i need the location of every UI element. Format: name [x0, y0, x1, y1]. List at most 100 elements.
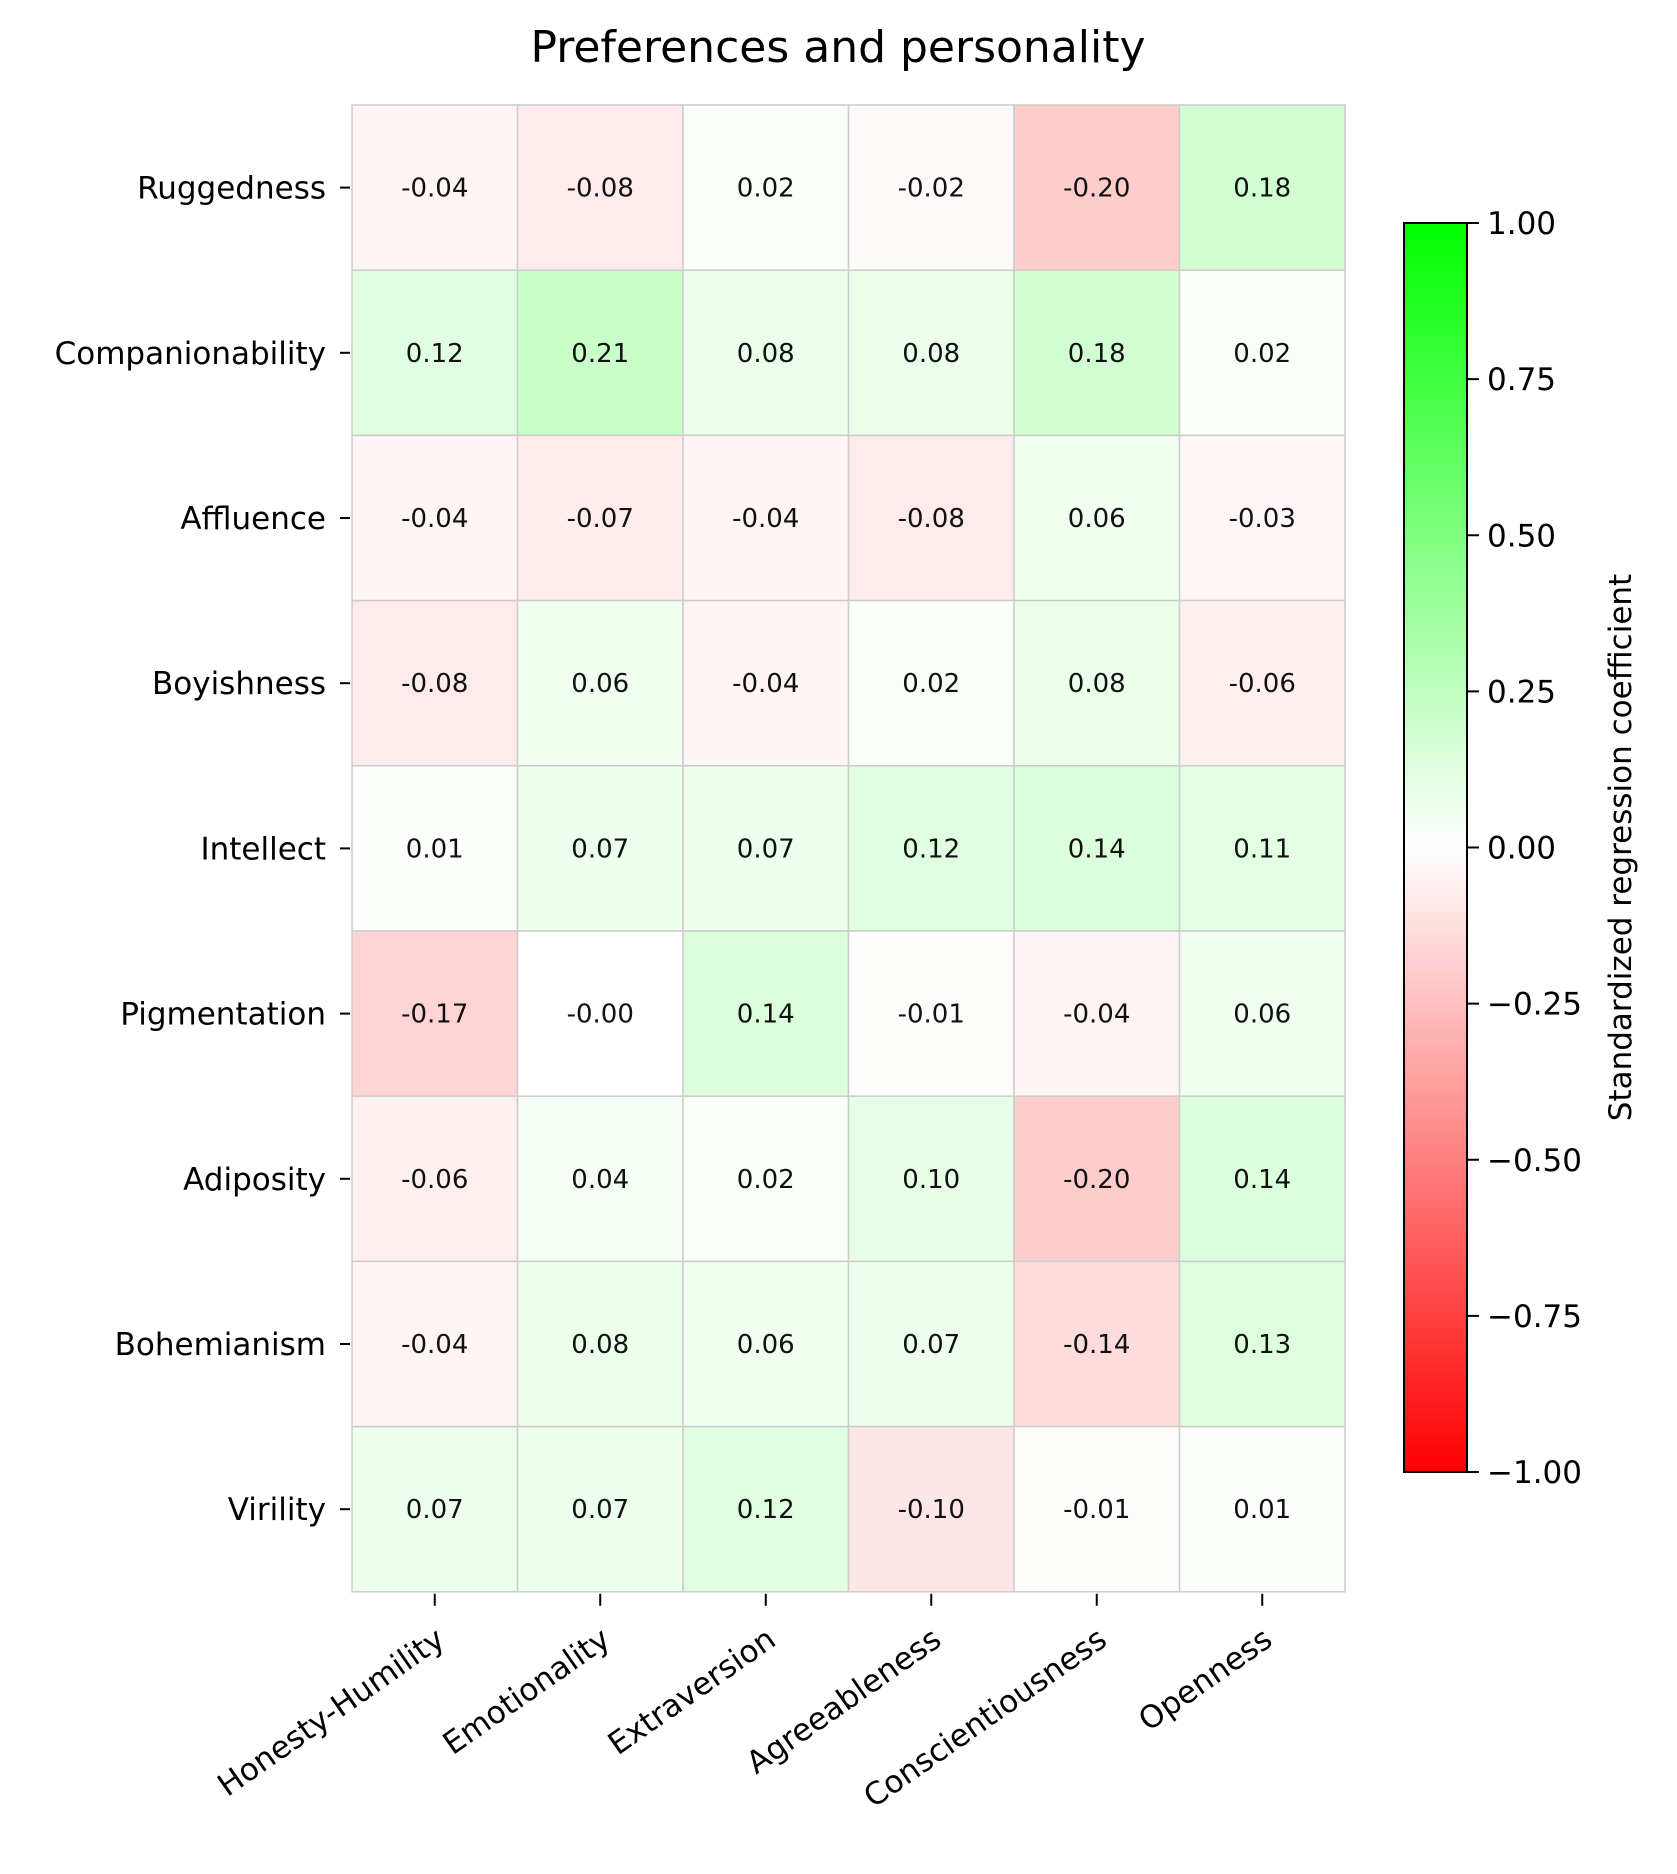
heatmap-cell	[1013, 434, 1181, 602]
heatmap-cell	[682, 1095, 850, 1263]
cell-value-label: -0.04	[401, 1330, 468, 1360]
cell-value-label: -0.02	[898, 174, 965, 204]
heatmap-cell	[847, 104, 1015, 271]
cell-value-label: 0.21	[571, 339, 629, 369]
cell-value-label: 0.14	[1233, 1165, 1291, 1195]
cell-value-label: 0.08	[1068, 669, 1126, 699]
cell-value-label: 0.07	[737, 834, 795, 864]
heatmap-cell	[1178, 1095, 1346, 1263]
cell-value-label: -0.10	[898, 1495, 965, 1525]
colorbar-tick-label: 0.00	[1487, 831, 1556, 867]
colorbar-tick-label: −1.00	[1487, 1455, 1582, 1491]
cell-value-label: 0.08	[737, 339, 795, 369]
cell-value-label: -0.08	[567, 174, 634, 204]
cell-value-label: 0.13	[1233, 1330, 1291, 1360]
heatmap-cell	[351, 1260, 519, 1428]
cell-value-label: 0.07	[902, 1330, 960, 1360]
cell-value-label: 0.07	[571, 1495, 629, 1525]
heatmap-cell	[516, 104, 684, 271]
cell-value-label: 0.04	[571, 1165, 629, 1195]
cell-value-label: 0.01	[406, 834, 464, 864]
cell-value-label: 0.01	[1233, 1495, 1291, 1525]
cell-value-label: -0.06	[401, 1165, 468, 1195]
heatmap-cell	[1178, 1260, 1346, 1428]
cell-value-label: -0.01	[898, 1000, 965, 1030]
colorbar-tick-label: −0.75	[1487, 1299, 1582, 1335]
cell-value-label: 0.06	[737, 1330, 795, 1360]
heatmap-cell	[351, 765, 519, 932]
cell-value-label: -0.17	[401, 1000, 468, 1030]
y-tick-label: Affluence	[180, 501, 326, 537]
cell-value-label: 0.12	[737, 1495, 795, 1525]
cell-value-label: 0.06	[1233, 1000, 1291, 1030]
cell-value-label: 0.06	[1068, 504, 1126, 534]
heatmap-cells	[351, 104, 1346, 1593]
colorbar-tick-label: 0.50	[1487, 518, 1556, 554]
cell-value-label: 0.02	[1233, 339, 1291, 369]
colorbar-label: Standardized regression coefficient	[1603, 574, 1639, 1121]
cell-value-label: 0.11	[1233, 834, 1291, 864]
heatmap-cell	[1178, 765, 1346, 932]
colorbar-tick-label: 1.00	[1487, 206, 1556, 242]
heatmap-cell	[847, 599, 1015, 767]
colorbar-tick-label: −0.25	[1487, 987, 1582, 1023]
cell-value-label: -0.07	[567, 504, 634, 534]
x-tick-label: Openness	[1132, 1621, 1279, 1739]
heatmap-cell	[1178, 599, 1346, 767]
cell-value-label: 0.02	[737, 174, 795, 204]
heatmap-cell	[682, 1260, 850, 1428]
cell-value-label: -0.04	[401, 504, 468, 534]
heatmap-cell	[516, 1425, 684, 1593]
cell-value-label: -0.04	[1063, 1000, 1130, 1030]
cell-value-label: 0.18	[1068, 339, 1126, 369]
heatmap-cell	[1013, 1260, 1181, 1428]
y-tick-label: Bohemianism	[115, 1327, 326, 1363]
heatmap-cell	[1013, 930, 1181, 1097]
x-axis: Honesty-HumilityEmotionalityExtraversion…	[211, 1593, 1279, 1815]
heatmap-cell	[682, 599, 850, 767]
cell-value-label: 0.07	[406, 1495, 464, 1525]
heatmap-cell-labels: -0.04 -0.08 0.02 -0.02 -0.20 0.18 0.12 0.21 0.08…	[401, 174, 1296, 1526]
heatmap-cell	[516, 269, 684, 437]
cell-value-label: 0.14	[737, 1000, 795, 1030]
cell-value-label: 0.10	[902, 1165, 960, 1195]
heatmap-cell	[1013, 1425, 1181, 1593]
colorbar-gradient	[1403, 222, 1468, 1473]
heatmap-cell	[847, 434, 1015, 602]
cell-value-label: -0.04	[401, 174, 468, 204]
heatmap-cell	[516, 434, 684, 602]
cell-value-label: 0.12	[406, 339, 464, 369]
heatmap-cell	[847, 1260, 1015, 1428]
cell-value-label: -0.08	[898, 504, 965, 534]
heatmap-cell	[351, 599, 519, 767]
heatmap-cell	[1013, 599, 1181, 767]
cell-value-label: 0.07	[571, 834, 629, 864]
y-tick-label: Boyishness	[152, 666, 326, 702]
colorbar: 1.00 0.75 0.50 0.25 0.00 −0.25 −0.50 −0.75 −1.00…	[1403, 206, 1639, 1491]
heatmap-cell	[682, 765, 850, 932]
heatmap-cell	[351, 1095, 519, 1263]
cell-value-label: -0.14	[1063, 1330, 1130, 1360]
heatmap-cell	[847, 269, 1015, 437]
heatmap-cell	[1178, 104, 1346, 271]
heatmap-cell	[1013, 104, 1181, 271]
heatmap-cell	[682, 104, 850, 271]
heatmap-cell	[351, 434, 519, 602]
cell-value-label: -0.01	[1063, 1495, 1130, 1525]
heatmap-cell	[1178, 269, 1346, 437]
heatmap-cell	[1178, 1425, 1346, 1593]
y-tick-label: Ruggedness	[137, 171, 326, 207]
colorbar-tick-label: −0.50	[1487, 1143, 1582, 1179]
y-tick-label: Pigmentation	[120, 997, 326, 1033]
heatmap-cell	[847, 765, 1015, 932]
y-tick-label: Intellect	[200, 831, 326, 867]
cell-value-label: 0.02	[737, 1165, 795, 1195]
cell-value-label: 0.08	[902, 339, 960, 369]
heatmap-cell	[516, 1095, 684, 1263]
heatmap-cell	[682, 434, 850, 602]
heatmap-cell	[682, 1425, 850, 1593]
heatmap-cell	[847, 1095, 1015, 1263]
cell-value-label: -0.06	[1229, 669, 1296, 699]
cell-value-label: -0.08	[401, 669, 468, 699]
